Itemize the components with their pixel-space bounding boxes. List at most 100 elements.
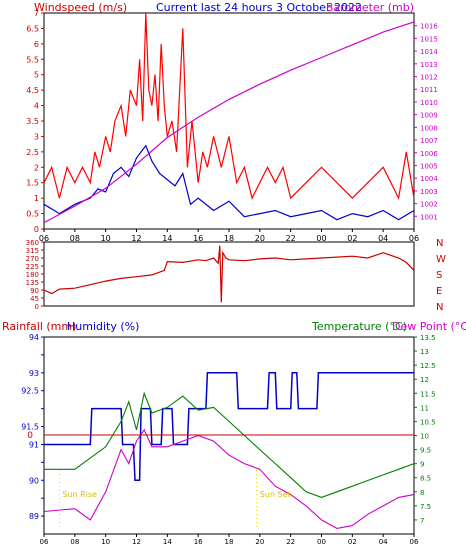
direction-tick-label: 270 [26, 255, 39, 263]
direction-plot-frame [43, 241, 415, 307]
temperature-tick-label: 8.5 [420, 475, 431, 483]
wind-x-tick-label: 02 [347, 234, 357, 243]
barometer-tick-label: 1009 [420, 112, 438, 120]
direction-tick-label: 0 [35, 303, 39, 311]
humidity-ticks: 89 90 91 91.5 92.5 93 94 [21, 333, 44, 521]
humidity-tick-label: 91 [29, 440, 39, 449]
wind-x-tick-label: 12 [131, 234, 141, 243]
temperature-tick-label: 10 [420, 433, 429, 441]
wind-x-tick-label: 10 [101, 234, 111, 243]
temp-x-tick-label: 12 [132, 538, 141, 546]
windspeed-tick-label: 3.5 [26, 117, 39, 126]
windspeed-tick-label: 0 [34, 225, 39, 234]
temperature-tick-label: 7.5 [420, 503, 431, 511]
wind-x-tick-label: 22 [286, 234, 296, 243]
temperature-tick-label: 13 [420, 348, 429, 356]
barometer-tick-label: 1005 [420, 162, 438, 170]
temp-x-tick-label: 08 [70, 538, 79, 546]
direction-series [43, 245, 415, 303]
barometer-tick-label: 1002 [420, 201, 438, 209]
humidity-tick-label: 91.5 [21, 423, 39, 432]
windspeed-tick-label: 4.5 [26, 86, 39, 95]
temp-x-tick-label: 20 [255, 538, 264, 546]
humidity-tick-label: 94 [29, 333, 39, 342]
temperature-tick-label: 13.5 [420, 334, 436, 342]
temp-series-dew_point-line [43, 428, 415, 529]
barometer-tick-label: 1004 [420, 175, 438, 183]
dewpoint-axis-label: Dew Point (°C) [392, 320, 466, 333]
wind-x-tick-label: 20 [255, 234, 265, 243]
humidity-axis-label: Humidity (%) [67, 320, 139, 333]
barometer-tick-label: 1015 [420, 35, 438, 43]
temperature-tick-label: 12 [420, 376, 429, 384]
wind-x-tick-label: 04 [378, 234, 388, 243]
wind-x-tick-label: 00 [316, 234, 326, 243]
wind-x-tick-label: 16 [193, 234, 203, 243]
temp-series-temperature-line [44, 391, 415, 498]
sun-marker-label: Sun Rise [62, 490, 97, 499]
windspeed-tick-label: 1.5 [26, 179, 39, 188]
barometer-tick-label: 1012 [420, 74, 438, 82]
humidity-tick-label: 92.5 [21, 387, 39, 396]
direction-tick-label: 90 [30, 287, 39, 295]
temp-series-humidity-line [44, 372, 414, 482]
windspeed-tick-label: 5.5 [26, 55, 39, 64]
wind-x-tick-label: 14 [162, 234, 172, 243]
wind-plot-frame [43, 12, 415, 230]
rainfall-zero-label: 0 [27, 431, 33, 441]
temperature-tick-label: 9 [420, 461, 424, 469]
windspeed-tick-label: 1 [34, 194, 39, 203]
barometer-tick-label: 1007 [420, 137, 438, 145]
barometer-tick-label: 1006 [420, 150, 438, 158]
temp-x-tick-label: 04 [379, 538, 388, 546]
temp-x-tick-label: 10 [101, 538, 110, 546]
temperature-tick-label: 11.5 [420, 390, 436, 398]
barometer-ticks: 1001 1002 1003 1004 1005 1006 1007 1008 1009 1010… [414, 23, 438, 221]
temp-x-tick-label: 14 [163, 538, 172, 546]
windspeed-tick-label: 6 [34, 40, 39, 49]
chart-title: Current last 24 hours 3 October 2022 [156, 1, 362, 14]
temperature-tick-label: 7 [420, 517, 424, 525]
wind-series-gust-line [43, 12, 415, 201]
temperature-tick-label: 8 [420, 489, 424, 497]
wind-x-ticks: 06 08 10 12 14 16 18 20 22 00 02 04 06 [39, 229, 419, 243]
compass-label: N [436, 238, 443, 249]
temp-x-tick-label: 18 [225, 538, 234, 546]
temp-series [43, 372, 415, 529]
direction-tick-label: 180 [26, 271, 39, 279]
temperature-tick-label: 10.5 [420, 418, 436, 426]
compass-label: S [436, 270, 442, 281]
barometer-axis-label: Barometer (mb) [326, 1, 414, 14]
humidity-tick-label: 89 [29, 512, 39, 521]
direction-tick-label: 225 [26, 263, 39, 271]
direction-tick-label: 315 [26, 247, 39, 255]
temperature-tick-label: 9.5 [420, 447, 431, 455]
direction-series-line [43, 245, 415, 303]
wind-x-tick-label: 06 [409, 234, 419, 243]
windspeed-tick-label: 2.5 [26, 148, 39, 157]
sun-markers: Sun Rise Sun Set [58, 470, 291, 530]
windspeed-tick-label: 3 [34, 132, 39, 141]
windspeed-tick-label: 0.5 [26, 210, 39, 219]
windspeed-tick-label: 5 [34, 71, 39, 80]
rainfall-axis-label: Rainfall (mm) [2, 320, 76, 333]
windspeed-axis-label: Windspeed (m/s) [34, 1, 127, 14]
wind-series-barometer-line [43, 21, 415, 224]
direction-tick-label: 360 [26, 239, 39, 247]
wind-series [43, 12, 415, 224]
windspeed-tick-label: 7 [34, 9, 39, 18]
barometer-tick-label: 1011 [420, 86, 438, 94]
windspeed-tick-label: 2 [34, 163, 39, 172]
barometer-tick-label: 1010 [420, 99, 438, 107]
compass-label: N [436, 302, 443, 313]
barometer-tick-label: 1003 [420, 188, 438, 196]
wind-x-tick-label: 06 [39, 234, 49, 243]
windspeed-ticks: 0 0.5 1 1.5 2 2.5 3 3.5 4 4.5 5 5.5 6 6.5 7 [26, 9, 44, 234]
wind-series-average-line [43, 144, 415, 221]
barometer-tick-label: 1008 [420, 124, 438, 132]
wind-x-tick-label: 18 [224, 234, 234, 243]
direction-tick-label: 135 [26, 279, 39, 287]
